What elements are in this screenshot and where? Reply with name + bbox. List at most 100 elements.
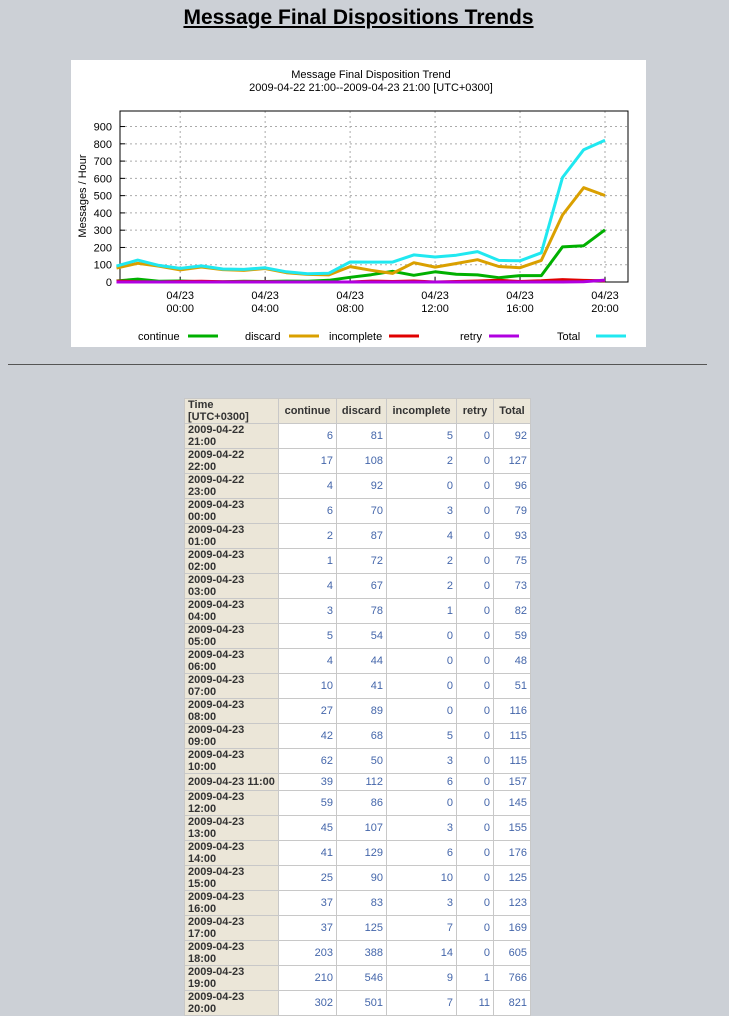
value-cell: 48 (493, 648, 531, 674)
value-cell: 96 (493, 473, 531, 499)
table-row: 2009-04-22 23:00 4 92 0 0 96 (184, 473, 531, 499)
time-cell: 2009-04-23 17:00 (184, 915, 279, 941)
value-cell: 2 (386, 573, 457, 599)
table-row: 2009-04-23 20:00 302 501 7 11 821 (184, 990, 531, 1016)
page-title: Message Final Dispositions Trends (183, 6, 534, 29)
time-cell: 2009-04-22 21:00 (184, 423, 279, 449)
value-cell: 50 (336, 748, 387, 774)
x-tick-label: 12:00 (421, 303, 449, 315)
value-cell: 45 (278, 815, 337, 841)
table-row: 2009-04-23 11:00 39 112 6 0 157 (184, 773, 531, 791)
value-cell: 501 (336, 990, 387, 1016)
value-cell: 210 (278, 965, 337, 991)
value-cell: 125 (336, 915, 387, 941)
legend-label: discard (245, 331, 280, 343)
value-cell: 81 (336, 423, 387, 449)
value-cell: 2 (386, 548, 457, 574)
x-tick-label: 04/23 (166, 290, 194, 302)
time-cell: 2009-04-23 03:00 (184, 573, 279, 599)
table-row: 2009-04-23 06:00 4 44 0 0 48 (184, 648, 531, 674)
table-row: 2009-04-23 14:00 41 129 6 0 176 (184, 840, 531, 866)
value-cell: 2 (278, 523, 337, 549)
series-line (116, 138, 606, 276)
y-axis-label: Messages / Hour (77, 154, 89, 237)
legend-label: retry (460, 331, 483, 343)
table-row: 2009-04-23 15:00 25 90 10 0 125 (184, 865, 531, 891)
time-cell: 2009-04-23 11:00 (184, 773, 279, 791)
value-cell: 4 (278, 648, 337, 674)
y-tick-label: 0 (106, 277, 112, 289)
value-cell: 388 (336, 940, 387, 966)
time-cell: 2009-04-23 08:00 (184, 698, 279, 724)
value-cell: 0 (456, 423, 494, 449)
value-cell: 0 (386, 473, 457, 499)
value-cell: 3 (278, 598, 337, 624)
table-row: 2009-04-23 09:00 42 68 5 0 115 (184, 723, 531, 749)
table-row: 2009-04-22 21:00 6 81 5 0 92 (184, 423, 531, 449)
value-cell: 17 (278, 448, 337, 474)
time-cell: 2009-04-23 06:00 (184, 648, 279, 674)
page: Message Final Dispositions Trends Messag… (8, 6, 707, 1016)
value-cell: 302 (278, 990, 337, 1016)
value-cell: 3 (386, 748, 457, 774)
column-header: incomplete (386, 398, 457, 424)
column-header: discard (336, 398, 387, 424)
value-cell: 0 (456, 523, 494, 549)
value-cell: 5 (386, 723, 457, 749)
value-cell: 0 (456, 865, 494, 891)
value-cell: 0 (386, 623, 457, 649)
y-tick-label: 300 (94, 225, 112, 237)
value-cell: 78 (336, 598, 387, 624)
series-line (116, 278, 606, 284)
value-cell: 6 (386, 773, 457, 791)
time-cell: 2009-04-23 05:00 (184, 623, 279, 649)
value-cell: 0 (456, 473, 494, 499)
table-row: 2009-04-22 22:00 17 108 2 0 127 (184, 448, 531, 474)
value-cell: 0 (456, 698, 494, 724)
table-row: 2009-04-23 17:00 37 125 7 0 169 (184, 915, 531, 941)
value-cell: 7 (386, 990, 457, 1016)
table-row: 2009-04-23 00:00 6 70 3 0 79 (184, 498, 531, 524)
chart-title: Message Final Disposition Trend (291, 69, 451, 81)
time-cell: 2009-04-23 09:00 (184, 723, 279, 749)
time-cell: 2009-04-23 04:00 (184, 598, 279, 624)
value-cell: 145 (493, 790, 531, 816)
time-cell: 2009-04-23 10:00 (184, 748, 279, 774)
time-cell: 2009-04-23 12:00 (184, 790, 279, 816)
value-cell: 203 (278, 940, 337, 966)
value-cell: 0 (456, 498, 494, 524)
value-cell: 1 (278, 548, 337, 574)
value-cell: 0 (456, 573, 494, 599)
value-cell: 11 (456, 990, 494, 1016)
value-cell: 87 (336, 523, 387, 549)
value-cell: 14 (386, 940, 457, 966)
value-cell: 4 (278, 573, 337, 599)
value-cell: 3 (386, 815, 457, 841)
data-table: Time [UTC+0300] continue discard incomplete… (184, 398, 531, 1016)
time-cell: 2009-04-23 18:00 (184, 940, 279, 966)
value-cell: 86 (336, 790, 387, 816)
value-cell: 68 (336, 723, 387, 749)
value-cell: 72 (336, 548, 387, 574)
value-cell: 0 (456, 448, 494, 474)
column-header: retry (456, 398, 494, 424)
time-cell: 2009-04-23 16:00 (184, 890, 279, 916)
value-cell: 0 (456, 598, 494, 624)
value-cell: 54 (336, 623, 387, 649)
value-cell: 0 (456, 840, 494, 866)
y-tick-label: 600 (94, 173, 112, 185)
value-cell: 6 (386, 840, 457, 866)
table-row: 2009-04-23 02:00 1 72 2 0 75 (184, 548, 531, 574)
value-cell: 0 (456, 940, 494, 966)
value-cell: 92 (336, 473, 387, 499)
value-cell: 5 (386, 423, 457, 449)
value-cell: 169 (493, 915, 531, 941)
value-cell: 79 (493, 498, 531, 524)
value-cell: 112 (336, 773, 387, 791)
time-cell: 2009-04-23 01:00 (184, 523, 279, 549)
chart-subtitle: 2009-04-22 21:00--2009-04-23 21:00 [UTC+… (249, 82, 493, 94)
value-cell: 83 (336, 890, 387, 916)
time-cell: 2009-04-23 13:00 (184, 815, 279, 841)
table-row: 2009-04-23 07:00 10 41 0 0 51 (184, 673, 531, 699)
time-cell: 2009-04-22 22:00 (184, 448, 279, 474)
